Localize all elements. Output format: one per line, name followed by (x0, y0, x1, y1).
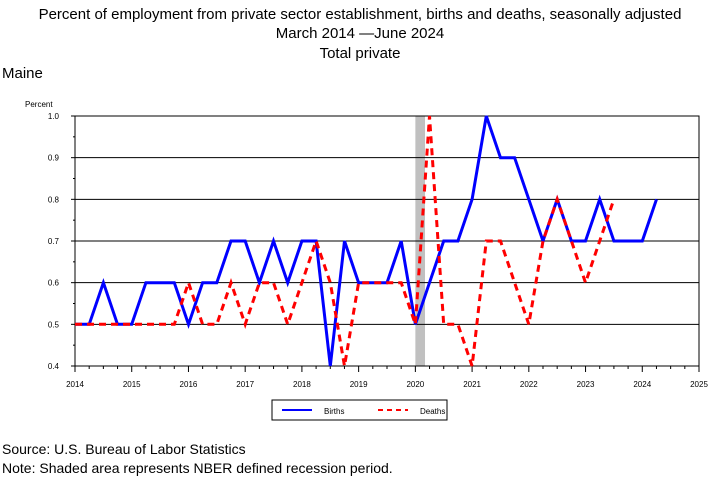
chart-subtitle: Total private (319, 45, 401, 62)
x-tick-label: 2018 (293, 380, 311, 389)
source-note: Source: U.S. Bureau of Labor Statistics (2, 441, 246, 457)
x-tick-label: 2014 (66, 380, 84, 389)
y-tick-label: 0.8 (48, 195, 60, 204)
legend-label-deaths: Deaths (420, 407, 445, 416)
y-axis-label: Percent (25, 100, 53, 109)
x-tick-label: 2023 (577, 380, 595, 389)
x-tick-label: 2017 (236, 380, 254, 389)
y-tick-label: 0.4 (48, 362, 60, 371)
x-tick-label: 2021 (463, 380, 481, 389)
legend-label-births: Births (324, 407, 344, 416)
recession-note: Note: Shaded area represents NBER define… (2, 460, 393, 476)
chart-date-range: March 2014 —June 2024 (275, 25, 445, 42)
x-tick-label: 2024 (633, 380, 651, 389)
legend-box (271, 399, 448, 421)
y-tick-label: 0.7 (48, 237, 60, 246)
x-tick-label: 2022 (520, 380, 538, 389)
y-tick-label: 0.6 (48, 279, 60, 288)
x-tick-label: 2020 (406, 380, 424, 389)
region-label: Maine (2, 65, 43, 82)
x-tick-label: 2019 (350, 380, 368, 389)
series-deaths-line (75, 115, 616, 367)
y-tick-label: 0.9 (48, 154, 60, 163)
y-tick-label: 0.5 (48, 320, 60, 329)
chart-title: Percent of employment from private secto… (38, 6, 682, 23)
y-tick-label: 1.0 (48, 112, 60, 121)
x-tick-label: 2016 (180, 380, 198, 389)
x-tick-label: 2015 (123, 380, 141, 389)
x-tick-label: 2025 (690, 380, 708, 389)
